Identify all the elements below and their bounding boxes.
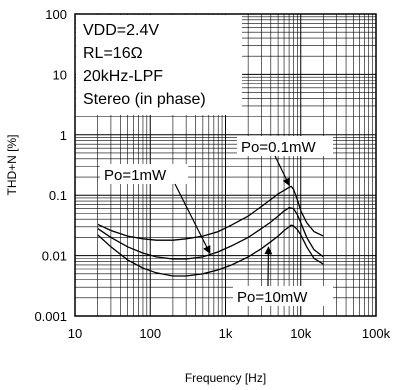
x-tick-label: 1k <box>219 326 233 341</box>
annotation-10mw-label: Po=10mW <box>237 289 308 306</box>
annotation-1mw-arrow <box>174 183 211 255</box>
plot-frame <box>74 13 377 317</box>
y-axis-title: THD+N [%] <box>5 134 19 195</box>
annotation-1mw-label: Po=1mW <box>104 167 167 184</box>
x-tick-label: 10 <box>68 326 82 341</box>
x-tick-label: 10k <box>290 326 311 341</box>
condition-mode: Stereo (in phase) <box>83 91 206 108</box>
x-axis-ticks: 10 100 1k 10k 100k <box>68 326 391 341</box>
annotation-0.1mw-label: Po=0.1mW <box>241 139 316 156</box>
condition-rl: RL=16Ω <box>83 45 143 62</box>
y-tick-label: 100 <box>45 7 67 22</box>
conditions-box: VDD=2.4V RL=16Ω 20kHz-LPF Stereo (in pha… <box>76 15 242 115</box>
annotation-0.1mw-background <box>237 136 333 156</box>
annotation-10mw-background <box>233 286 333 306</box>
y-tick-label: 0.1 <box>49 188 67 203</box>
condition-vdd: VDD=2.4V <box>83 22 159 39</box>
condition-filter: 20kHz-LPF <box>83 68 163 85</box>
series-line-3 <box>97 224 324 277</box>
annotation-0.1mw-arrow <box>274 155 290 187</box>
y-axis-ticks: 0.001 0.01 0.1 1 10 100 <box>34 7 67 324</box>
x-axis-title: Frequency [Hz] <box>185 371 266 385</box>
series-layer <box>97 185 324 277</box>
series-line-1 <box>97 185 324 241</box>
x-tick-label: 100k <box>362 326 391 341</box>
series-line-2 <box>97 207 324 260</box>
y-tick-label: 0.001 <box>34 309 67 324</box>
y-tick-label: 10 <box>53 67 67 82</box>
y-tick-label: 0.01 <box>42 249 67 264</box>
annotations: Po=0.1mW Po=1mW Po=10mW <box>100 136 333 306</box>
y-tick-label: 1 <box>60 128 67 143</box>
x-tick-label: 100 <box>139 326 161 341</box>
conditions-box-background <box>76 15 242 115</box>
annotation-1mw-background <box>100 164 188 184</box>
